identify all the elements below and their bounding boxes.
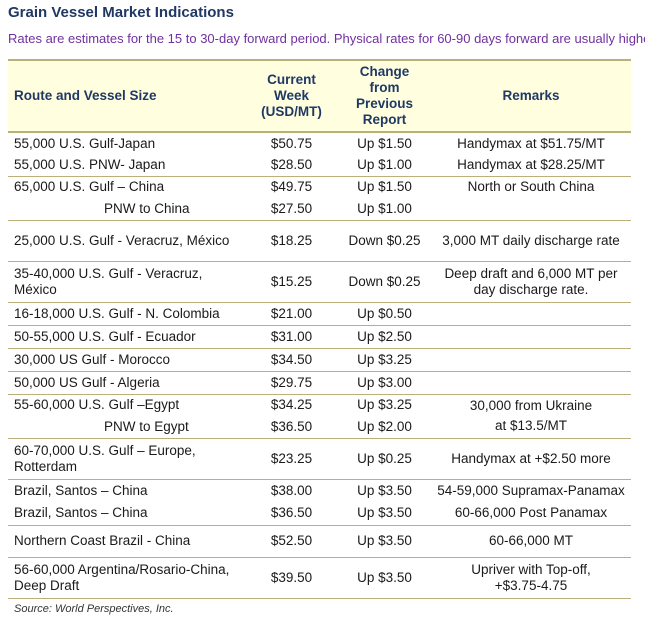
rate-cell: $29.75 (245, 371, 338, 395)
table-row: 50,000 US Gulf - Algeria $29.75 Up $3.00 (8, 371, 631, 395)
route-cell: 55-60,000 U.S. Gulf –Egypt (14, 397, 180, 413)
route-cell: 25,000 U.S. Gulf - Veracruz, México (8, 220, 245, 262)
route-cell: Northern Coast Brazil - China (8, 525, 245, 558)
remarks-cell: Deep draft and 6,000 MT per day discharg… (431, 261, 631, 303)
rate-cell: $18.25 (245, 220, 338, 262)
route-cell: 56-60,000 Argentina/Rosario-China, Deep … (8, 557, 245, 599)
change-cell: Down $0.25 (338, 220, 431, 262)
table-row: 60-70,000 U.S. Gulf – Europe, Rotterdam … (8, 438, 631, 480)
route-cell: 35-40,000 U.S. Gulf - Veracruz, México (8, 261, 245, 303)
route-cell: 65,000 U.S. Gulf – China (14, 179, 165, 195)
remarks-cell: 60-66,000 Post Panamax (431, 502, 631, 526)
route-cell: 50-55,000 U.S. Gulf - Ecuador (8, 325, 245, 349)
remarks-cell (431, 348, 631, 372)
page-title: Grain Vessel Market Indications (8, 4, 234, 21)
table-row: 35-40,000 U.S. Gulf - Veracruz, México $… (8, 261, 631, 303)
change-cell: Up $3.50 (357, 482, 412, 498)
table-row: PNW to China $27.50 Up $1.00 (8, 198, 631, 221)
change-cell: Up $1.50 (357, 179, 412, 195)
route-cell: 60-70,000 U.S. Gulf – Europe, Rotterdam (8, 438, 245, 480)
change-cell: Up $3.50 (338, 525, 431, 558)
rate-cell: $28.50 (245, 154, 338, 177)
remarks-cell: 3,000 MT daily discharge rate (431, 220, 631, 262)
header-remarks: Remarks (431, 59, 631, 133)
table-row: 30,000 US Gulf - Morocco $34.50 Up $3.25 (8, 348, 631, 372)
source-note: Source: World Perspectives, Inc. (14, 603, 174, 615)
rate-cell: $39.50 (245, 557, 338, 599)
change-cell: Up $3.25 (357, 397, 412, 413)
rate-cell: $23.25 (245, 438, 338, 480)
route-cell: PNW to China (8, 198, 245, 221)
remarks-cell (431, 198, 631, 221)
rate-cell: $34.25 (270, 397, 313, 413)
change-cell: Up $3.50 (338, 502, 431, 526)
remarks-cell: 60-66,000 MT (431, 525, 631, 558)
header-route: Route and Vessel Size (8, 59, 245, 133)
route-cell: PNW to Egypt (8, 416, 245, 439)
header-current-week: Current Week (USD/MT) (245, 59, 338, 133)
change-cell: Up $0.25 (338, 438, 431, 480)
remarks-cell: North or South China (467, 179, 595, 195)
table-row: 65,000 U.S. Gulf – China $49.75 Up $1.50… (8, 176, 631, 198)
table-row: PNW to Egypt $36.50 Up $2.00 (8, 416, 631, 439)
rate-cell: $15.25 (245, 261, 338, 303)
rate-cell: $27.50 (245, 198, 338, 221)
change-cell: Up $2.50 (338, 325, 431, 349)
route-cell: Brazil, Santos – China (14, 482, 148, 498)
change-cell: Up $2.00 (338, 416, 431, 439)
route-cell: 55,000 U.S. Gulf-Japan (14, 135, 156, 151)
remarks-cell: Upriver with Top-off, +$3.75-4.75 (431, 557, 631, 599)
table-row: 55,000 U.S. Gulf-Japan $50.75 Up $1.50 H… (8, 132, 631, 154)
subtitle: Rates are estimates for the 15 to 30-day… (8, 31, 645, 46)
change-cell: Up $3.25 (338, 348, 431, 372)
change-cell: Up $0.50 (338, 302, 431, 326)
table-row: 16-18,000 U.S. Gulf - N. Colombia $21.00… (8, 302, 631, 326)
route-cell: 50,000 US Gulf - Algeria (8, 371, 245, 395)
table-row: 55-60,000 U.S. Gulf –Egypt $34.25 Up $3.… (8, 394, 631, 439)
rate-cell: $52.50 (245, 525, 338, 558)
change-cell: Up $1.00 (338, 154, 431, 177)
rate-cell: $21.00 (245, 302, 338, 326)
rate-cell: $31.00 (245, 325, 338, 349)
route-cell: 16-18,000 U.S. Gulf - N. Colombia (8, 302, 245, 326)
change-cell: Up $3.50 (338, 557, 431, 599)
route-cell: 30,000 US Gulf - Morocco (8, 348, 245, 372)
remarks-cell: 54-59,000 Supramax-Panamax (437, 482, 625, 498)
remarks-cell: Handymax at +$2.50 more (431, 438, 631, 480)
change-cell: Down $0.25 (338, 261, 431, 303)
rate-cell: $50.75 (270, 135, 313, 151)
change-cell: Up $1.50 (357, 135, 412, 151)
grain-rates-table: Route and Vessel Size Current Week (USD/… (8, 59, 631, 599)
table-row: 56-60,000 Argentina/Rosario-China, Deep … (8, 557, 631, 599)
remarks-cell (431, 371, 631, 395)
rate-cell: $36.50 (245, 502, 338, 526)
table-row: Northern Coast Brazil - China $52.50 Up … (8, 525, 631, 558)
rate-cell: $49.75 (270, 179, 313, 195)
table-row: Brazil, Santos – China $38.00 Up $3.50 5… (8, 479, 631, 502)
table-row: 25,000 U.S. Gulf - Veracruz, México $18.… (8, 220, 631, 262)
table-row: 50-55,000 U.S. Gulf - Ecuador $31.00 Up … (8, 325, 631, 349)
rate-cell: $34.50 (245, 348, 338, 372)
route-cell: Brazil, Santos – China (8, 502, 245, 526)
route-cell: 55,000 U.S. PNW- Japan (8, 154, 245, 177)
remarks-cell (431, 302, 631, 326)
rate-cell: $38.00 (270, 482, 313, 498)
change-cell: Up $1.00 (338, 198, 431, 221)
remarks-cell: Handymax at $51.75/MT (457, 135, 605, 151)
remarks-cell: Handymax at $28.25/MT (431, 154, 631, 177)
remarks-cell: 30,000 from Ukraine at $13.5/MT (431, 394, 631, 439)
header-row: Route and Vessel Size Current Week (USD/… (8, 59, 631, 133)
table-row: Brazil, Santos – China $36.50 Up $3.50 6… (8, 502, 631, 526)
table-row: 55,000 U.S. PNW- Japan $28.50 Up $1.00 H… (8, 154, 631, 177)
header-change: Change from Previous Report (338, 59, 431, 133)
change-cell: Up $3.00 (338, 371, 431, 395)
remarks-cell (431, 325, 631, 349)
rate-cell: $36.50 (245, 416, 338, 439)
